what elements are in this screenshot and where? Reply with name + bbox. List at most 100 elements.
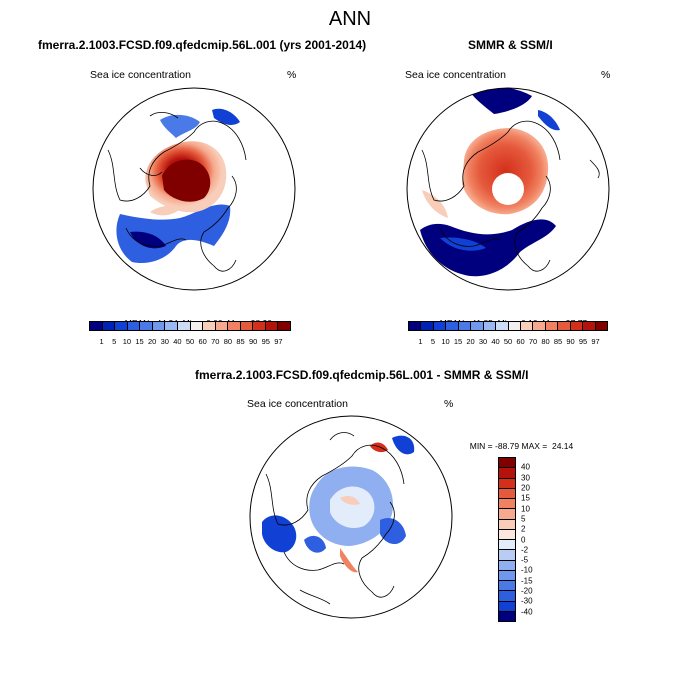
units-label-diff: % [444, 398, 454, 410]
figure-title: ANN [328, 8, 372, 30]
colorbar-swatch [177, 322, 191, 330]
colorbar-swatch [190, 322, 204, 330]
colorbar-swatch [508, 322, 521, 330]
colorbar-swatch [595, 322, 607, 330]
colorbar-tick-label: 2 [521, 524, 526, 534]
pole-hole [492, 173, 524, 205]
colorbar-swatch [499, 509, 515, 520]
colorbar-tick-label: 10 [441, 337, 450, 346]
colorbar-swatch [90, 322, 103, 330]
colorbar-swatch [102, 322, 116, 330]
colorbar-swatch [115, 322, 128, 330]
colorbar-swatch [533, 322, 546, 330]
map-diff [250, 416, 452, 618]
colorbar-swatch [545, 322, 559, 330]
colorbar-swatch [499, 519, 515, 530]
colorbar-swatch [471, 322, 484, 330]
ice-marginal-model [116, 204, 231, 264]
colorbar-swatch [499, 570, 515, 581]
colorbar-tick-label: 30 [521, 473, 530, 483]
stats-min: -88.79 [495, 441, 520, 451]
colorbar-swatch [499, 488, 515, 499]
colorbar-tick-label: 5 [430, 337, 436, 346]
colorbar-swatch [278, 322, 290, 330]
colorbar-swatch [458, 322, 472, 330]
map-border-model [92, 87, 296, 291]
colorbar-tick-label: 97 [591, 337, 600, 346]
colorbar-tick-label: -40 [521, 607, 533, 617]
colorbar-diff [498, 457, 516, 622]
colorbar-swatch [228, 322, 241, 330]
colorbar-tick-label: 97 [274, 337, 283, 346]
colorbar-tick-label: 80 [541, 337, 550, 346]
colorbar-tick-label: 1 [418, 337, 423, 346]
map-border-obs [406, 87, 610, 291]
colorbar-swatch [165, 322, 178, 330]
colorbar-swatch [499, 478, 515, 489]
colorbar-tick-label: -20 [521, 586, 533, 596]
colorbar-tick-label: 50 [185, 337, 195, 346]
colorbar-tick-label: 85 [553, 337, 563, 346]
colorbar-tick-label: 70 [528, 337, 538, 346]
units-label-obs: % [601, 69, 611, 81]
colorbar-tick-label: 5 [521, 514, 526, 524]
colorbar-tick-label: 15 [521, 493, 530, 503]
colorbar-tick-label: 70 [211, 337, 220, 346]
colorbar-tick-label: 95 [261, 337, 270, 346]
map-model [93, 88, 295, 290]
colorbar-swatch [140, 322, 153, 330]
colorbar-tick-label: 40 [491, 337, 500, 346]
stats-min-label: MIN = [469, 441, 493, 451]
coastlines-obs [421, 120, 600, 272]
units-label-model: % [287, 69, 297, 81]
colorbar-tick-label: 30 [160, 337, 169, 346]
colorbar-swatch [499, 499, 515, 510]
colorbar-swatch [409, 322, 422, 330]
colorbar-tick-label: -30 [521, 596, 533, 606]
colorbar-swatch [499, 550, 515, 561]
coastlines-diff [265, 432, 405, 605]
ice-marginal-obs [420, 219, 556, 277]
colorbar-swatch [215, 322, 229, 330]
colorbar-swatch [558, 322, 571, 330]
colorbar-swatch [253, 322, 266, 330]
colorbar-tick-label: 60 [516, 337, 525, 346]
colorbar-tick-label: 30 [478, 337, 488, 346]
colorbar-tick-label: 15 [135, 337, 144, 346]
colorbar-swatch [240, 322, 254, 330]
colorbar-tick-label: 20 [521, 483, 530, 493]
colorbar-swatch [499, 611, 515, 621]
colorbar-swatch [520, 322, 534, 330]
panel-title-model: fmerra.2.1003.FCSD.f09.qfedcmip.56L.001 … [38, 38, 367, 52]
colorbar-tick-label: 0 [521, 535, 526, 544]
colorbar-tick-label: 10 [521, 504, 530, 514]
diff-bering [392, 435, 415, 455]
colorbar-tick-label: 60 [198, 337, 207, 346]
colorbar-tick-label: -10 [521, 565, 533, 575]
colorbar-swatch [499, 560, 515, 571]
colorbar-swatch [499, 540, 515, 551]
colorbar-tick-label: 40 [173, 337, 182, 346]
colorbar-model [89, 321, 291, 331]
colorbar-tick-label: 95 [578, 337, 588, 346]
colorbar-tick-label: -2 [521, 545, 529, 555]
variable-label-diff: Sea ice concentration [247, 398, 348, 410]
variable-label-obs: Sea ice concentration [405, 69, 506, 81]
colorbar-swatch [421, 322, 434, 330]
colorbar-tick-label: 20 [466, 337, 475, 346]
stats-max: 24.14 [551, 441, 574, 451]
colorbar-swatch [433, 322, 447, 330]
variable-label-model: Sea ice concentration [90, 69, 191, 81]
colorbar-tick-label: 10 [122, 337, 132, 346]
colorbar-tick-label: 1 [99, 337, 104, 346]
colorbar-tick-label: 90 [248, 337, 258, 346]
colorbar-swatch [499, 529, 515, 540]
map-border-diff [249, 415, 453, 619]
colorbar-tick-label: 15 [453, 337, 463, 346]
diff-okhotsk [380, 517, 406, 545]
colorbar-swatch [483, 322, 497, 330]
coastlines-model [107, 112, 247, 272]
colorbar-swatch [496, 322, 509, 330]
colorbar-tick-label: 40 [521, 462, 530, 472]
